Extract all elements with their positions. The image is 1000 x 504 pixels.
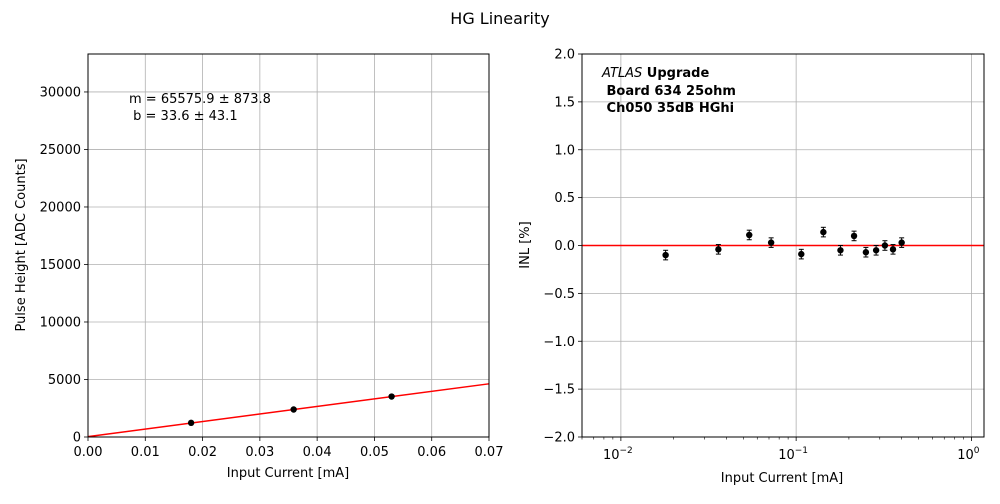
left-chart: 0.00 0.01 0.02 0.03 0.04 0.05 0.06 0.07 0 5000 10…	[14, 53, 504, 481]
inl-data-point	[746, 231, 753, 239]
left-y-tick-label: 30000	[40, 85, 81, 100]
inl-data-point	[881, 242, 889, 249]
left-axes-frame	[87, 53, 490, 438]
left-y-tick-label: 0	[73, 431, 81, 446]
inl-data-point	[798, 250, 805, 258]
upgrade-word: Upgrade	[642, 66, 709, 81]
right-y-axis-label: INL [%]	[518, 221, 533, 268]
inl-data-point	[715, 246, 722, 253]
tick-exponent: 0	[974, 446, 980, 456]
left-y-tick-label: 10000	[40, 315, 81, 330]
right-y-tick-label: 1.5	[554, 95, 575, 110]
left-y-tick-label: 20000	[40, 200, 81, 215]
left-x-tick-label: 0.04	[303, 445, 332, 460]
left-y-ticks: 0 5000 10000 15000 20000 25000 30000	[40, 85, 88, 446]
tick-base: 10	[778, 448, 795, 463]
fit-slope-annotation: m = 65575.9 ± 873.8	[129, 92, 271, 107]
inl-data-point	[767, 239, 775, 246]
left-y-tick-label: 15000	[40, 258, 81, 273]
right-y-tick-label: −1.0	[543, 335, 575, 350]
right-y-tick-label: −0.5	[543, 287, 575, 302]
left-x-tick-label: 0.05	[360, 445, 389, 460]
inl-data-point	[837, 247, 844, 254]
left-x-ticks: 0.00 0.01 0.02 0.03 0.04 0.05 0.06 0.07	[74, 437, 504, 460]
tick-exponent: −1	[795, 446, 808, 456]
atlas-label: ATLAS Upgrade	[601, 66, 709, 81]
left-x-tick-label: 0.07	[475, 445, 504, 460]
inl-data-point	[850, 232, 858, 240]
left-y-tick-label: 25000	[40, 143, 81, 158]
right-y-tick-label: 1.0	[554, 143, 575, 158]
left-data-point	[187, 419, 195, 427]
inl-data-point	[820, 228, 827, 236]
tick-exponent: −2	[620, 446, 633, 456]
right-x-tick-label: 10−1	[778, 446, 808, 463]
fit-intercept-annotation: b = 33.6 ± 43.1	[129, 109, 238, 124]
left-fit-line	[87, 383, 490, 438]
inl-data-point	[662, 251, 669, 259]
right-chart: 10−2 10−1 100 −2.0−1.5−1.0−0.50.00.51.01.5…	[518, 48, 985, 486]
right-x-tick-label: 10−2	[603, 446, 633, 463]
inl-data-point	[872, 247, 880, 254]
inl-data-point	[898, 239, 905, 246]
left-y-tick-label: 5000	[48, 373, 81, 388]
tick-base: 10	[957, 448, 974, 463]
inl-data-point	[889, 246, 897, 253]
right-y-tick-label: 2.0	[554, 48, 575, 63]
left-grid	[87, 54, 490, 438]
right-y-tick-label: 0.5	[554, 191, 575, 206]
right-y-tick-label: −2.0	[543, 431, 575, 446]
right-x-tick-label: 100	[957, 446, 980, 463]
fit-line	[87, 383, 490, 438]
left-x-tick-label: 0.06	[417, 445, 446, 460]
left-x-tick-label: 0.01	[131, 445, 160, 460]
left-x-tick-label: 0.02	[188, 445, 217, 460]
right-x-ticks: 10−2 10−1 100	[581, 437, 980, 463]
right-x-axis-label: Input Current [mA]	[721, 471, 843, 486]
left-x-tick-label: 0.03	[245, 445, 274, 460]
left-data-point	[388, 393, 395, 400]
left-data-point	[290, 406, 297, 413]
inl-data-point	[862, 249, 870, 256]
board-label: Board 634 25ohm	[602, 84, 736, 99]
left-data-points	[187, 393, 395, 427]
left-y-axis-label: Pulse Height [ADC Counts]	[14, 158, 29, 331]
figure-title: HG Linearity	[450, 9, 549, 28]
left-x-axis-label: Input Current [mA]	[227, 466, 349, 481]
tick-base: 10	[603, 448, 620, 463]
atlas-word: ATLAS	[601, 66, 642, 81]
right-y-ticks: −2.0 −1.5 −1.0 −0.5 0.0 0.5 1.0 1.5 2.0	[543, 48, 582, 446]
channel-label: Ch050 35dB HGhi	[602, 101, 734, 116]
right-y-tick-label: 0.0	[554, 239, 575, 254]
left-x-tick-label: 0.00	[74, 445, 103, 460]
right-data-points	[662, 226, 905, 261]
right-y-tick-label: −1.5	[543, 383, 575, 398]
